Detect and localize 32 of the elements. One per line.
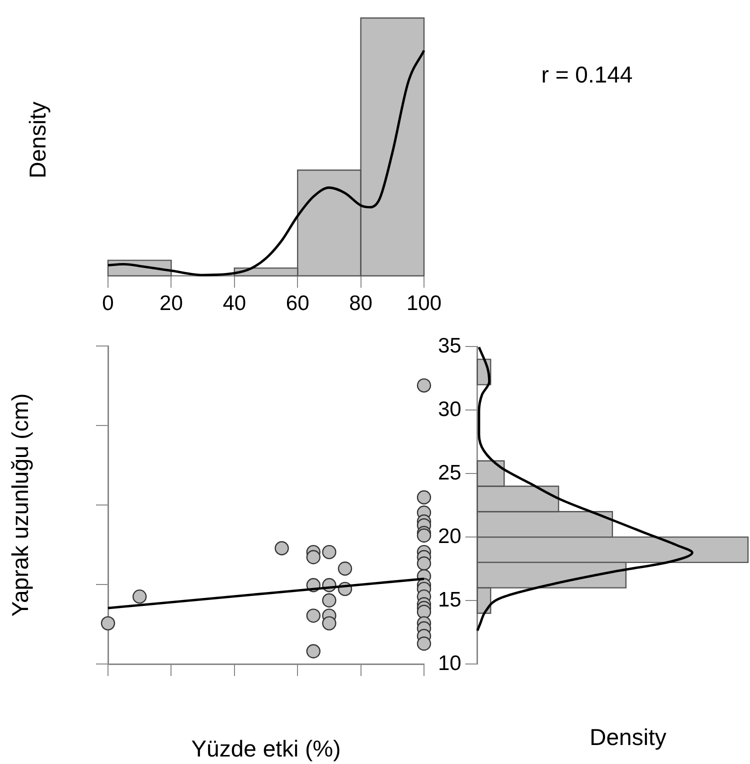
x-tick-label: 20: [160, 292, 183, 316]
x-tick-label: 60: [286, 292, 310, 316]
y-tick-label: 25: [438, 461, 462, 484]
point: [322, 544, 336, 560]
y-axis-title: Density: [24, 102, 52, 178]
x-tick-label: 80: [349, 292, 372, 316]
y-tick-label: 20: [438, 524, 462, 548]
point: [100, 616, 116, 630]
x-axis-title: Density: [588, 724, 668, 751]
point: [306, 644, 320, 658]
x-tick-label: 40: [222, 292, 246, 316]
point: [416, 556, 432, 571]
y-tick-label: 15: [438, 588, 462, 612]
x-axis-title: Yüzde etki (%): [191, 736, 341, 762]
point: [132, 589, 147, 604]
point: [416, 490, 432, 504]
point: [322, 593, 336, 608]
point: [416, 636, 432, 651]
y-tick-label: 10: [438, 652, 462, 675]
point: [274, 541, 289, 556]
point: [416, 378, 432, 393]
point: [306, 608, 320, 623]
point: [306, 550, 320, 564]
point: [416, 604, 432, 619]
x-tick-label: 100: [406, 292, 442, 316]
y-axis-title: Yaprak uzunluğu (cm): [7, 393, 34, 617]
y-tick-label: 30: [438, 398, 462, 421]
point: [338, 562, 352, 576]
point: [322, 616, 336, 630]
x-tick-label: 0: [102, 292, 114, 316]
y-tick-label: 35: [438, 334, 462, 358]
text: r = 0.144: [541, 61, 633, 88]
